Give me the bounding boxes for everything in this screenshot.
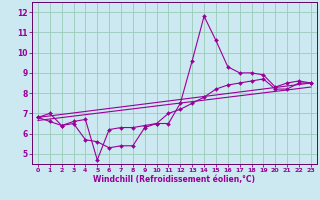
X-axis label: Windchill (Refroidissement éolien,°C): Windchill (Refroidissement éolien,°C) (93, 175, 255, 184)
